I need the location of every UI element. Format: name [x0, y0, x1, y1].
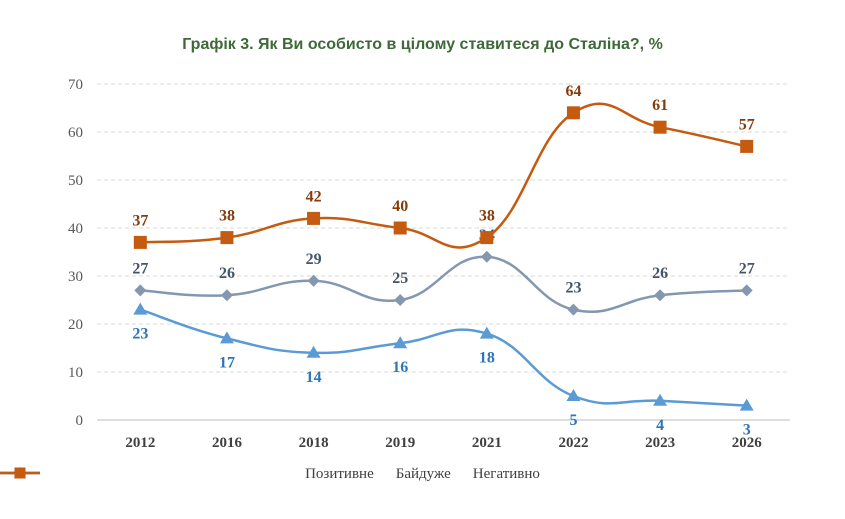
y-tick-label: 20 — [68, 317, 83, 333]
data-label-indifferent: 27 — [132, 260, 148, 277]
legend-label-negative: Негативно — [472, 466, 540, 482]
legend-marker-negative — [0, 467, 40, 479]
x-tick-label: 2023 — [645, 435, 675, 451]
data-label-indifferent: 29 — [306, 251, 322, 268]
legend-label-positive: Позитивне — [305, 466, 374, 482]
data-label-positive: 18 — [479, 350, 495, 367]
point-negative — [220, 231, 234, 245]
point-indifferent — [220, 289, 233, 302]
data-label-indifferent: 26 — [652, 265, 668, 282]
data-label-negative: 57 — [739, 116, 755, 133]
y-tick-label: 70 — [68, 77, 83, 93]
chart-title: Графік 3. Як Ви особисто в цілому ставит… — [182, 36, 663, 53]
data-label-negative: 64 — [565, 83, 581, 100]
data-label-positive: 5 — [569, 412, 577, 429]
data-label-negative: 40 — [392, 198, 408, 215]
point-indifferent — [394, 294, 407, 306]
data-label-negative: 37 — [132, 212, 148, 229]
point-negative — [133, 235, 147, 249]
data-label-positive: 23 — [132, 326, 148, 343]
legend-item-positive: Позитивне — [0, 466, 374, 483]
point-indifferent — [134, 284, 147, 297]
y-tick-label: 50 — [68, 173, 83, 189]
data-label-indifferent: 27 — [739, 260, 755, 277]
point-indifferent — [567, 303, 580, 316]
data-label-indifferent: 26 — [219, 265, 235, 282]
point-positive — [653, 393, 668, 406]
point-positive — [219, 331, 234, 344]
point-negative — [480, 231, 494, 245]
x-tick-label: 2019 — [385, 435, 415, 451]
point-positive — [133, 302, 148, 315]
data-label-negative: 42 — [306, 188, 322, 205]
data-label-positive: 3 — [743, 422, 751, 439]
data-label-indifferent: 23 — [565, 280, 581, 297]
x-tick-label: 2021 — [472, 435, 502, 451]
point-negative — [653, 120, 667, 134]
y-tick-label: 30 — [68, 269, 83, 285]
point-positive — [566, 389, 581, 401]
y-tick-label: 0 — [76, 413, 84, 429]
point-indifferent — [480, 250, 493, 263]
x-tick-label: 2012 — [125, 435, 155, 451]
point-negative — [307, 211, 321, 225]
legend: Позитивне Байдуже Негативно — [0, 466, 845, 483]
point-indifferent — [307, 274, 320, 287]
data-label-positive: 14 — [306, 369, 322, 386]
series-line-negative — [140, 102, 747, 249]
point-indifferent — [654, 289, 667, 302]
point-positive — [479, 326, 494, 339]
point-positive — [739, 398, 754, 411]
data-label-indifferent: 25 — [392, 270, 408, 287]
legend-item-negative: Негативно — [0, 466, 540, 483]
y-tick-label: 60 — [68, 125, 83, 141]
legend-label-indifferent: Байдуже — [395, 466, 451, 482]
series-line-indifferent — [140, 255, 747, 314]
point-negative — [740, 139, 754, 153]
x-tick-label: 2018 — [299, 435, 329, 451]
point-negative — [566, 106, 580, 120]
y-tick-label: 40 — [68, 221, 83, 237]
data-label-negative: 38 — [479, 208, 495, 225]
data-label-negative: 61 — [652, 97, 668, 114]
point-positive — [306, 345, 321, 358]
x-tick-label: 2026 — [732, 435, 763, 451]
legend-item-indifferent: Байдуже — [0, 466, 451, 483]
x-tick-label: 2016 — [212, 435, 243, 451]
point-positive — [393, 336, 408, 349]
y-tick-label: 10 — [68, 365, 83, 381]
point-indifferent — [740, 284, 753, 297]
series-line-positive — [139, 308, 747, 407]
data-label-positive: 16 — [392, 359, 408, 376]
point-negative — [393, 221, 407, 235]
data-label-positive: 4 — [656, 417, 664, 434]
data-label-negative: 38 — [219, 208, 235, 225]
data-label-positive: 17 — [219, 354, 235, 371]
x-tick-label: 2022 — [558, 435, 588, 451]
